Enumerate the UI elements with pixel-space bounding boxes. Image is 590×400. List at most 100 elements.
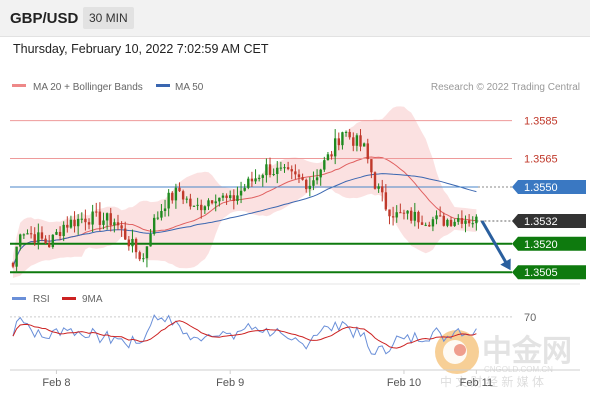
candle-body: [395, 212, 398, 218]
candle-body: [268, 164, 272, 175]
candle-body: [29, 233, 33, 235]
candle: [15, 246, 18, 273]
candle-body: [210, 200, 214, 204]
candle-body: [134, 238, 138, 253]
candle-body: [218, 197, 221, 202]
candle-body: [413, 211, 417, 221]
candle-body: [359, 135, 362, 147]
legend-bb: MA 20 + Bollinger Bands: [33, 82, 143, 93]
candle-body: [438, 215, 442, 217]
candle: [48, 234, 51, 248]
candle-body: [326, 154, 330, 161]
candle-body: [11, 262, 15, 267]
x-label-3: Feb 11: [460, 377, 493, 389]
candle: [330, 150, 333, 160]
candle-body: [348, 131, 351, 138]
candle: [250, 171, 254, 187]
candle-body: [377, 186, 380, 189]
candle: [388, 209, 391, 225]
candle-body: [200, 204, 203, 211]
candle-body: [286, 167, 290, 170]
candle: [73, 211, 76, 233]
candle: [428, 221, 431, 227]
candle-body: [44, 238, 47, 244]
candle-body: [467, 220, 471, 224]
ma20-line: [12, 156, 477, 267]
candle-body: [301, 177, 304, 180]
price-panel: 1.3585 1.3565 1.3550 1.3532 1.3520 1.3505: [10, 106, 586, 280]
level-label-3: 1.3532: [524, 216, 558, 228]
candle: [467, 214, 471, 227]
candle: [341, 131, 344, 150]
candle: [214, 194, 217, 212]
candle: [66, 216, 69, 233]
candle: [286, 161, 290, 171]
candle: [424, 222, 427, 227]
candle-body: [449, 219, 453, 226]
candle: [377, 183, 380, 193]
candle: [305, 178, 308, 193]
legend-source: Research © 2022 Trading Central: [431, 82, 580, 93]
candle: [254, 169, 257, 184]
candle: [399, 203, 402, 214]
candle-body: [185, 198, 188, 200]
candle-body: [73, 219, 76, 227]
candle: [181, 189, 185, 205]
candle-body: [362, 143, 366, 147]
legend-swatch-ma50: [156, 84, 170, 87]
candle-body: [344, 131, 348, 133]
candle: [413, 202, 417, 227]
rsi-ma-line: [12, 320, 477, 349]
candle-body: [370, 159, 373, 173]
candle: [80, 212, 83, 224]
candle: [29, 226, 33, 239]
candle: [19, 233, 22, 251]
symbol-title: GBP/USD: [10, 10, 79, 27]
candle: [37, 223, 40, 250]
candle: [435, 210, 438, 225]
candle-body: [283, 167, 286, 169]
candle: [26, 229, 29, 235]
candle-body: [305, 179, 308, 190]
legend-rsi-ma: 9MA: [82, 294, 103, 305]
bollinger-band: [13, 106, 477, 279]
candle-body: [178, 187, 181, 192]
candle: [120, 221, 123, 237]
candle: [236, 186, 239, 205]
candle: [359, 129, 362, 152]
candle: [33, 227, 36, 246]
candle: [333, 129, 337, 165]
candle: [290, 165, 293, 180]
candle-body: [261, 175, 264, 178]
candle-body: [55, 231, 58, 235]
candle-body: [312, 180, 315, 186]
rsi-legend: RSI 9MA: [12, 294, 103, 305]
forecast-arrow: [480, 220, 509, 266]
candle-body: [460, 218, 464, 224]
candle: [142, 253, 145, 263]
candle: [189, 193, 192, 210]
candle: [406, 210, 409, 220]
level-tag-5: [512, 265, 586, 280]
level-tag-3: [512, 214, 586, 229]
candle: [460, 210, 464, 229]
candle-body: [428, 224, 431, 227]
candle: [308, 177, 312, 197]
candle-body: [163, 208, 167, 212]
legend-swatch-rsi: [12, 297, 26, 300]
candle-body: [181, 191, 185, 200]
timeframe-badge[interactable]: 30 MIN: [83, 7, 134, 29]
candle-body: [373, 172, 377, 189]
candle: [116, 214, 120, 231]
candle-body: [435, 215, 438, 220]
candle-body: [247, 178, 250, 188]
candle: [457, 214, 460, 225]
candle-body: [290, 169, 293, 172]
x-label-1: Feb 9: [216, 377, 244, 389]
candle-body: [399, 212, 402, 214]
candle-body: [464, 220, 467, 224]
candle-body: [323, 160, 326, 170]
candle-body: [475, 216, 478, 224]
candle: [453, 218, 456, 227]
